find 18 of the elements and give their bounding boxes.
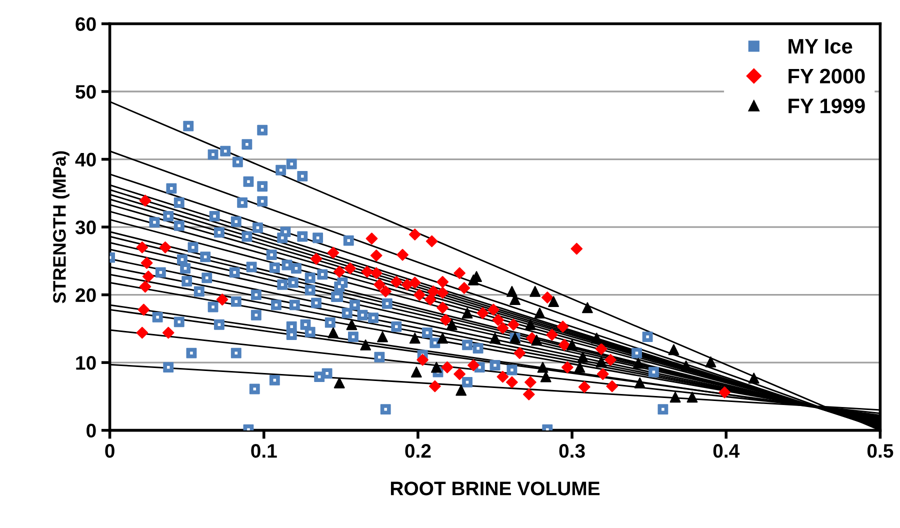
- x-tick-label: 0.2: [405, 444, 431, 458]
- x-tick-label: 0.5: [867, 444, 894, 458]
- y-tick-label: 10: [76, 356, 96, 370]
- legend-label: MY Ice: [788, 39, 852, 54]
- x-axis-title: ROOT BRINE VOLUME: [390, 482, 600, 496]
- x-tick-label: 0.3: [559, 444, 585, 458]
- legend-label: FY 1999: [788, 98, 865, 114]
- x-tick-label: 0.4: [713, 444, 740, 458]
- x-tick-label: 0.1: [251, 444, 277, 458]
- legend-label: FY 2000: [788, 68, 865, 84]
- y-tick-label: 30: [75, 220, 96, 234]
- x-tick-label: 0: [105, 444, 114, 458]
- y-tick-label: 20: [76, 288, 96, 302]
- y-axis-title: STRENGTH (MPa): [52, 151, 70, 304]
- y-tick-label: 60: [76, 17, 96, 31]
- y-tick-label: 50: [76, 84, 96, 99]
- y-tick-label: 40: [75, 152, 96, 167]
- y-tick-label: 0: [86, 424, 96, 438]
